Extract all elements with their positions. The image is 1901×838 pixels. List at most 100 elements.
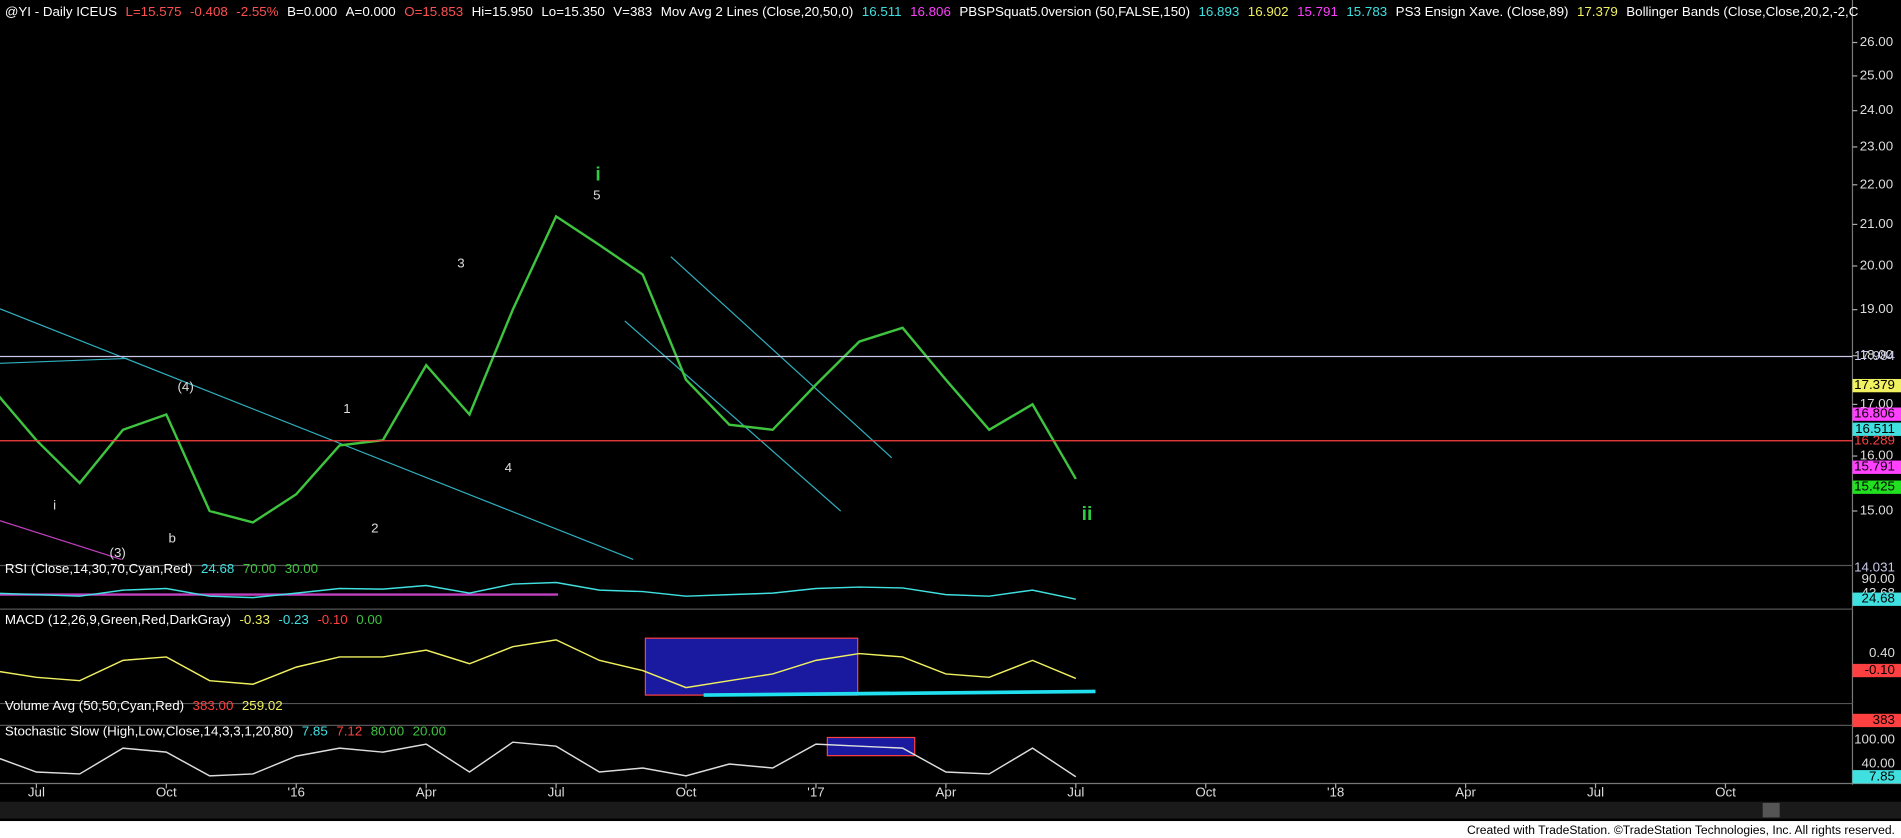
header-item: Bollinger Bands (Close,Close,20,2,-2,C bbox=[1626, 4, 1858, 19]
scrollbar-thumb[interactable] bbox=[1762, 802, 1780, 818]
value-tag bbox=[1852, 713, 1901, 728]
wave-label: (3) bbox=[110, 545, 126, 560]
header-item: 15.783 bbox=[1346, 4, 1387, 19]
panel-title-item: 383.00 bbox=[193, 698, 234, 713]
header-item: B=0.000 bbox=[287, 4, 337, 19]
value-tag-label: -0.10 bbox=[1865, 662, 1895, 677]
header-item: 16.902 bbox=[1248, 4, 1289, 19]
value-tag bbox=[1852, 378, 1901, 393]
wave-label: i bbox=[53, 498, 56, 513]
header-item: 15.791 bbox=[1297, 4, 1338, 19]
value-tag-label: 15.425 bbox=[1854, 479, 1895, 494]
panel-title-item: 7.85 bbox=[302, 723, 328, 738]
y-tick-label: 24.00 bbox=[1860, 102, 1893, 117]
header-item: PS3 Ensign Xave. (Close,89) bbox=[1396, 4, 1569, 19]
panel-title-item: Stochastic Slow (High,Low,Close,14,3,3,1… bbox=[5, 723, 293, 738]
header-item: 17.379 bbox=[1577, 4, 1618, 19]
panel-title-item: 80.00 bbox=[371, 723, 404, 738]
x-tick-label: Oct bbox=[156, 785, 177, 800]
x-tick-label: Jul bbox=[548, 785, 565, 800]
header: @YI - Daily ICEUS L=15.575 -0.408 -2.55% B=0… bbox=[5, 4, 1859, 19]
value-tag-label: 15.791 bbox=[1854, 459, 1895, 474]
wave-label: ii bbox=[1082, 503, 1093, 525]
panel-title: RSI (Close,14,30,70,Cyan,Red) 24.68 70.00 3… bbox=[5, 561, 318, 576]
value-tag-label: 7.85 bbox=[1869, 768, 1895, 783]
value-tag bbox=[1852, 407, 1901, 421]
panel-title-item: 70.00 bbox=[243, 561, 276, 576]
y-tick-label: 19.00 bbox=[1860, 301, 1893, 316]
value-tag bbox=[1852, 422, 1901, 436]
value-tag-label: 14.031 bbox=[1854, 559, 1895, 574]
wave-label: b bbox=[169, 530, 176, 545]
x-tick-label: Jul bbox=[1067, 785, 1084, 800]
value-tag-label: 17.379 bbox=[1854, 377, 1895, 392]
panel-title-item: 7.12 bbox=[336, 723, 362, 738]
x-tick-label: Jul bbox=[28, 785, 45, 800]
data-line bbox=[0, 214, 1077, 524]
header-item: Hi=15.950 bbox=[472, 4, 533, 19]
trendline bbox=[0, 357, 128, 364]
panel-title: MACD (12,26,9,Green,Red,DarkGray) -0.33 -0… bbox=[5, 612, 382, 627]
header-item: @YI - Daily ICEUS bbox=[5, 4, 117, 19]
header-item: 16.806 bbox=[910, 4, 951, 19]
y-tick-label: 26.00 bbox=[1860, 34, 1893, 49]
value-tag-label: 17.984 bbox=[1854, 348, 1895, 363]
trendline bbox=[0, 308, 634, 561]
highlight-box bbox=[644, 637, 859, 696]
panel-title-item: 30.00 bbox=[285, 561, 318, 576]
channel-line bbox=[670, 256, 893, 459]
header-item: Lo=15.350 bbox=[541, 4, 604, 19]
value-tag-label: 0.40 bbox=[1869, 645, 1895, 660]
x-tick-label: Apr bbox=[1455, 785, 1476, 800]
value-tag-label: 24.68 bbox=[1862, 591, 1895, 606]
wave-label: 4 bbox=[505, 460, 513, 475]
panel-title-item: 259.02 bbox=[242, 698, 283, 713]
x-tick-label: Oct bbox=[1195, 785, 1216, 800]
panel-title-item: Volume Avg (50,50,Cyan,Red) bbox=[5, 698, 184, 713]
value-tag bbox=[1852, 480, 1901, 494]
data-line bbox=[0, 581, 1076, 600]
wave-label: 5 bbox=[593, 188, 600, 203]
x-tick-label: '17 bbox=[807, 785, 824, 800]
header-item: 16.893 bbox=[1199, 4, 1240, 19]
y-tick-label: 17.00 bbox=[1860, 396, 1893, 411]
header-item: A=0.000 bbox=[346, 4, 396, 19]
scrollbar[interactable] bbox=[0, 801, 1901, 819]
x-tick-label: Jul bbox=[1587, 785, 1604, 800]
panel-title: Volume Avg (50,50,Cyan,Red) 383.00 259.02 bbox=[5, 698, 283, 713]
x-tick-label: '18 bbox=[1327, 785, 1344, 800]
x-tick-label: Oct bbox=[676, 785, 697, 800]
x-tick-label: Oct bbox=[1715, 785, 1736, 800]
value-tag-label: 40.00 bbox=[1862, 756, 1895, 771]
wave-label: i bbox=[595, 164, 600, 186]
value-tag bbox=[1852, 460, 1901, 474]
header-item: O=15.853 bbox=[404, 4, 463, 19]
y-tick-label: 21.00 bbox=[1860, 216, 1893, 231]
x-tick-label: '16 bbox=[288, 785, 305, 800]
panel-title-item: 0.00 bbox=[356, 612, 382, 627]
header-item: -2.55% bbox=[236, 4, 278, 19]
data-line bbox=[0, 639, 1077, 689]
y-tick-label: 18.00 bbox=[1860, 347, 1893, 362]
channel-line bbox=[624, 320, 842, 512]
x-tick-label: Apr bbox=[416, 785, 437, 800]
header-item: PBSPSquat5.0version (50,FALSE,150) bbox=[959, 4, 1190, 19]
value-tag-label: 16.511 bbox=[1855, 421, 1895, 436]
footer: Created with TradeStation. ©TradeStation… bbox=[1467, 823, 1895, 837]
value-tag-label: 16.806 bbox=[1854, 406, 1895, 421]
header-item: -0.408 bbox=[190, 4, 228, 19]
value-tag bbox=[1852, 592, 1901, 606]
panel-title-item: 24.68 bbox=[201, 561, 234, 576]
panel-title-item: 20.00 bbox=[413, 723, 446, 738]
y-tick-label: 22.00 bbox=[1860, 176, 1893, 191]
wave-label: 2 bbox=[371, 521, 378, 536]
y-tick-label: 15.00 bbox=[1860, 503, 1893, 518]
value-tag bbox=[1852, 663, 1901, 678]
wave-label: (4) bbox=[177, 379, 193, 394]
footer-strip bbox=[0, 821, 1901, 838]
wave-label: 3 bbox=[457, 256, 464, 271]
y-tick-label: 16.00 bbox=[1860, 448, 1893, 463]
